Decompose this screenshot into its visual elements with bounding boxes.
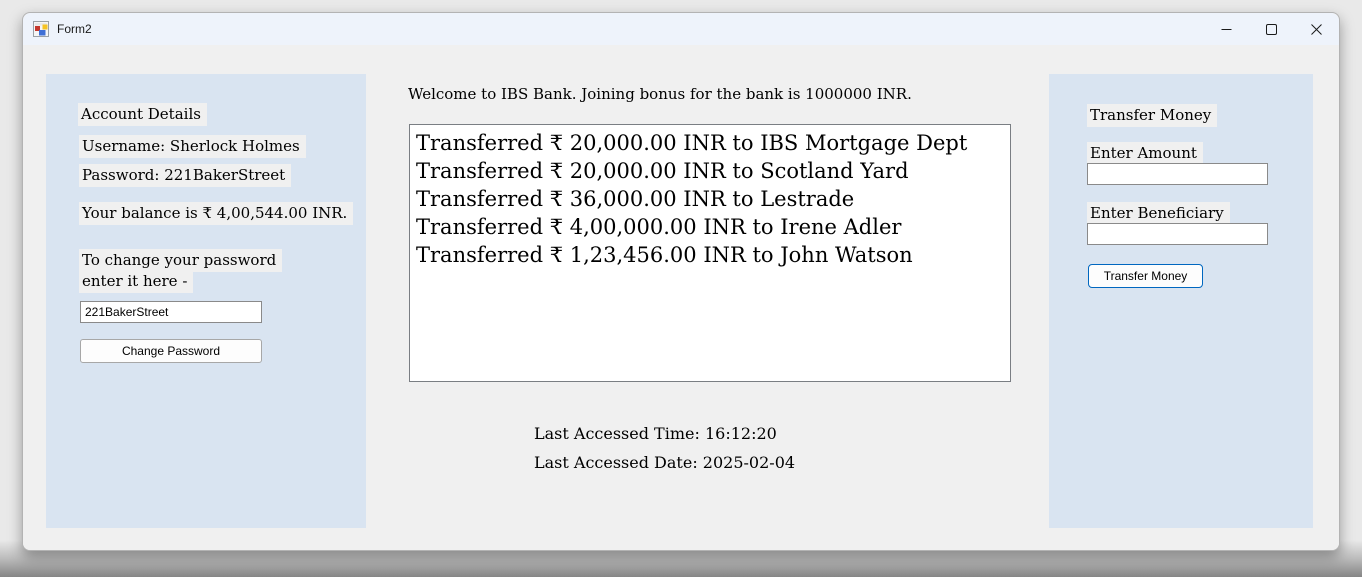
minimize-icon [1221, 28, 1232, 30]
transfer-money-panel: Transfer Money Enter Amount Enter Benefi… [1049, 74, 1313, 528]
winforms-app-icon [33, 21, 49, 37]
last-accessed-date-label: Last Accessed Date: 2025-02-04 [534, 452, 800, 474]
transactions-listbox[interactable]: Transferred ₹ 20,000.00 INR to IBS Mortg… [409, 124, 1011, 382]
balance-label: Your balance is ₹ 4,00,544.00 INR. [79, 202, 354, 225]
form-client-area: Account Details Username: Sherlock Holme… [23, 45, 1339, 550]
change-password-button[interactable]: Change Password [80, 339, 262, 363]
last-accessed-time-label: Last Accessed Time: 16:12:20 [534, 423, 781, 445]
transaction-item[interactable]: Transferred ₹ 4,00,000.00 INR to Irene A… [416, 215, 902, 239]
minimize-button[interactable] [1204, 13, 1249, 45]
form-window: Form2 Account Details Username: Sherlock… [22, 12, 1340, 551]
transaction-item[interactable]: Transferred ₹ 20,000.00 INR to IBS Mortg… [416, 131, 968, 155]
enter-beneficiary-label: Enter Beneficiary [1087, 202, 1230, 225]
amount-input[interactable] [1087, 163, 1268, 185]
window-controls [1204, 13, 1339, 45]
transaction-item[interactable]: Transferred ₹ 1,23,456.00 INR to John Wa… [416, 243, 913, 267]
close-icon [1311, 23, 1322, 35]
account-details-panel: Account Details Username: Sherlock Holme… [46, 74, 366, 528]
new-password-input[interactable] [80, 301, 262, 323]
enter-amount-label: Enter Amount [1087, 142, 1203, 165]
beneficiary-input[interactable] [1087, 223, 1268, 245]
transaction-item[interactable]: Transferred ₹ 36,000.00 INR to Lestrade [416, 187, 855, 211]
window-title: Form2 [57, 22, 92, 36]
account-details-heading: Account Details [78, 103, 207, 126]
change-password-prompt-line1: To change your password [79, 249, 283, 272]
close-button[interactable] [1294, 13, 1339, 45]
maximize-icon [1266, 23, 1277, 35]
maximize-button[interactable] [1249, 13, 1294, 45]
welcome-message: Welcome to IBS Bank. Joining bonus for t… [408, 85, 912, 103]
transaction-item[interactable]: Transferred ₹ 20,000.00 INR to Scotland … [416, 159, 909, 183]
titlebar: Form2 [23, 13, 1339, 45]
password-label: Password: 221BakerStreet [79, 164, 292, 187]
change-password-prompt-line2: enter it here - [79, 270, 194, 293]
transfer-money-heading: Transfer Money [1087, 104, 1218, 127]
transfer-money-button[interactable]: Transfer Money [1088, 264, 1203, 288]
username-label: Username: Sherlock Holmes [79, 135, 306, 158]
